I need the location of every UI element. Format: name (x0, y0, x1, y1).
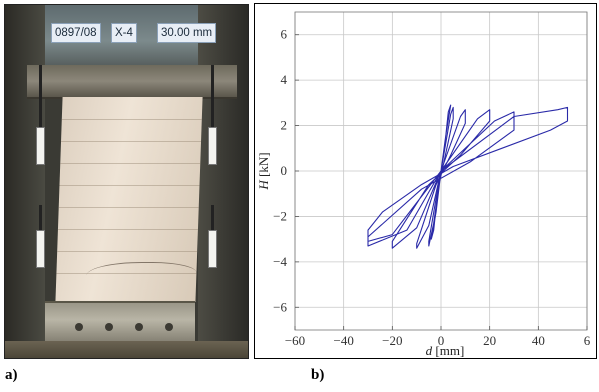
y-tick-label: 0 (281, 163, 288, 178)
y-tick-label: 4 (281, 72, 288, 87)
base-beam (45, 301, 195, 345)
hysteresis-chart: −60 −40 −20 0 20 40 6 −6 −4 −2 0 2 4 6 d [mm] H [kN] (254, 3, 597, 359)
y-tick-label: −4 (273, 254, 287, 269)
y-tick-label: 2 (281, 118, 288, 133)
displacement-sensor (208, 230, 217, 268)
wall-crack (85, 262, 197, 289)
y-tick-label: −2 (273, 208, 287, 223)
x-tick-label: 0 (438, 333, 445, 348)
x-tick-label: 6 (584, 333, 591, 348)
y-axis-label: H [kN] (256, 152, 271, 190)
y-tick-label: 6 (281, 27, 288, 42)
x-tick-label: −60 (285, 333, 305, 348)
x-axis-label: d [mm] (426, 343, 465, 358)
specimen-code-label: X-4 (111, 23, 137, 43)
y-tick-label: −6 (273, 299, 287, 314)
x-tick-label: 40 (532, 333, 545, 348)
masonry-wall (55, 97, 203, 302)
panel-a-letter: a) (5, 367, 18, 383)
x-tick-label: 20 (483, 333, 496, 348)
x-tick-label: −40 (333, 333, 353, 348)
floor (5, 341, 248, 358)
x-tick-label: −20 (382, 333, 402, 348)
background-right (198, 5, 248, 358)
specimen-id-label: 0897/08 (51, 23, 101, 43)
background-left (5, 5, 45, 358)
displacement-sensor (36, 127, 45, 165)
displacement-sensor (36, 230, 45, 268)
displacement-readout-label: 30.00 mm (157, 23, 217, 43)
hysteresis-curve (367, 104, 569, 249)
loading-beam (27, 65, 237, 99)
specimen-photo: 0897/08 X-4 30.00 mm (4, 4, 249, 359)
panel-b-letter: b) (311, 367, 325, 383)
displacement-sensor (208, 127, 217, 165)
